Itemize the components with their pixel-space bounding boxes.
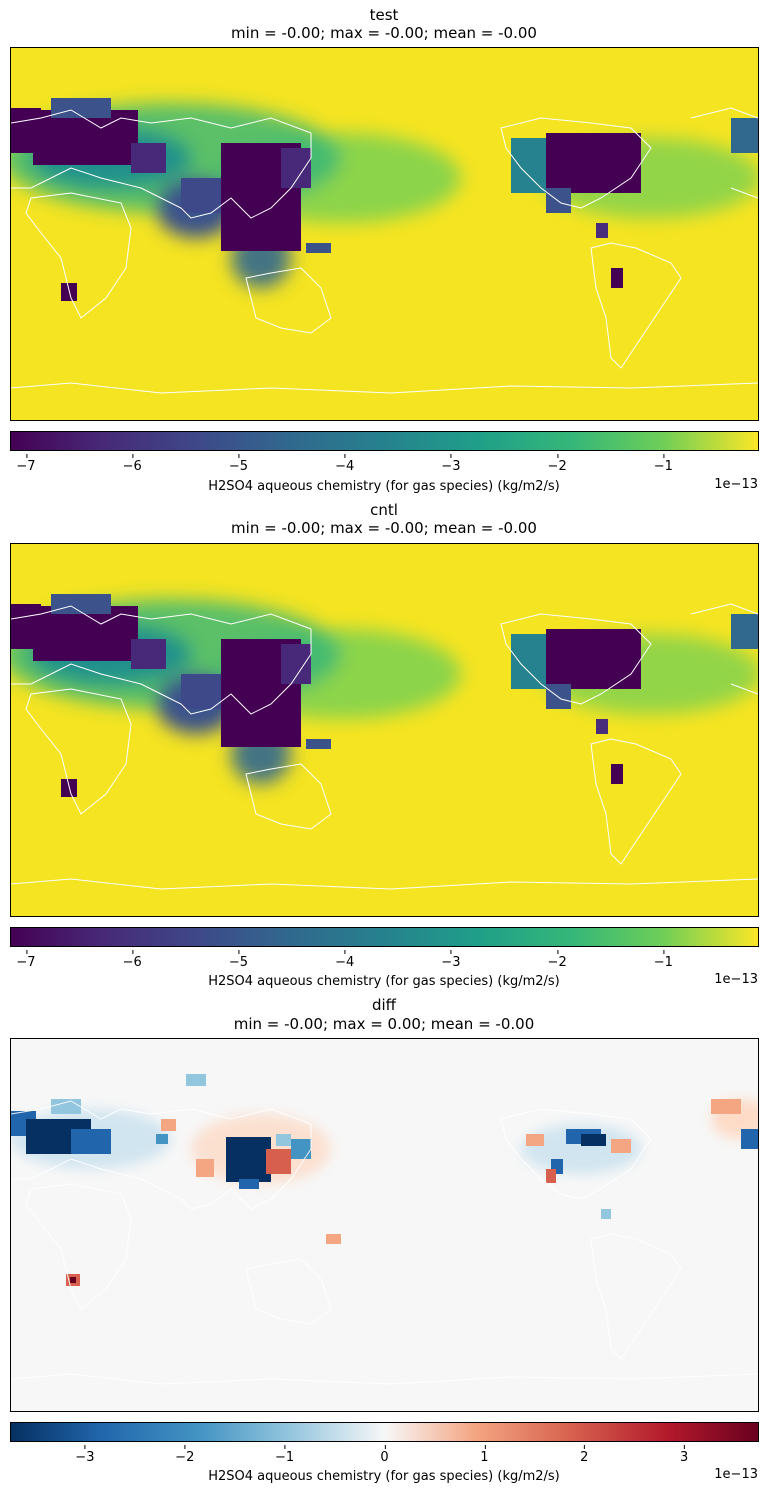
panel-1-colorbar-tick: −7 <box>16 454 36 474</box>
panel-1-colorbar-tick: −3 <box>441 454 461 474</box>
panel-3-map <box>10 1038 759 1412</box>
panel-1-colorbar <box>10 431 759 451</box>
panel-3-title: diff <box>371 996 397 1014</box>
panel-1-colorbar-tick: −5 <box>228 454 248 474</box>
panel-2-scale-label: 1e−13 <box>714 972 758 987</box>
panel-3-colorbar-tick: 3 <box>679 1445 689 1465</box>
panel-2-heatmap-svg <box>11 544 758 916</box>
panel-3-colorbar-tick: −3 <box>75 1445 95 1465</box>
panel-1-colorbar-tick: −1 <box>653 454 673 474</box>
panel-2-colorbar-label: H2SO4 aqueous chemistry (for gas species… <box>208 974 560 989</box>
panel-3-colorbar-tick: 0 <box>380 1445 389 1465</box>
panel-3-scale-label: 1e−13 <box>714 1467 758 1482</box>
panel-2-colorbar-tick: −4 <box>335 950 355 970</box>
panel-1-colorbar-tick: −2 <box>547 454 567 474</box>
panel-2-colorbar-tick: −6 <box>122 950 142 970</box>
panel-2-map <box>10 543 759 917</box>
panel-1-title: test <box>369 6 399 24</box>
panel-2-colorbar-tick: −3 <box>441 950 461 970</box>
panel-1-scale-label: 1e−13 <box>714 477 758 492</box>
panel-2-subtitle: min = -0.00; max = -0.00; mean = -0.00 <box>231 519 537 537</box>
panel-2-colorbar-tick: −7 <box>16 950 36 970</box>
panel-2-colorbar <box>10 927 759 947</box>
panel-3-colorbar-label: H2SO4 aqueous chemistry (for gas species… <box>208 1469 560 1484</box>
panel-3-subtitle: min = -0.00; max = 0.00; mean = -0.00 <box>233 1015 535 1033</box>
panel-1-colorbar-ticks: −7 −6 −5 −4 −3 −2 −1 <box>10 454 759 481</box>
panel-1-map <box>10 47 759 421</box>
panel-2-colorbar-tick: −1 <box>653 950 673 970</box>
panel-1-subtitle: min = -0.00; max = -0.00; mean = -0.00 <box>231 24 537 42</box>
panel-3-heatmap-svg <box>11 1039 758 1411</box>
panel-3-colorbar-tick: −1 <box>275 1445 295 1465</box>
panel-2-title: cntl <box>370 501 398 519</box>
panel-3-colorbar-tick: 2 <box>580 1445 589 1465</box>
panel-3-colorbar-ticks: −3 −2 −1 0 1 2 3 <box>10 1445 759 1472</box>
panel-1-colorbar-tick: −4 <box>335 454 355 474</box>
panel-3-colorbar-tick: 1 <box>480 1445 489 1465</box>
panel-2-colorbar-tick: −5 <box>228 950 248 970</box>
panel-2-colorbar-tick: −2 <box>547 950 567 970</box>
panel-2-colorbar-ticks: −7 −6 −5 −4 −3 −2 −1 <box>10 950 759 977</box>
panel-1-heatmap-svg <box>11 48 758 420</box>
panel-1-colorbar-label: H2SO4 aqueous chemistry (for gas species… <box>208 479 560 494</box>
panel-3-colorbar <box>10 1422 759 1442</box>
panel-1-region-cells <box>11 98 758 301</box>
panel-3-colorbar-tick: −2 <box>175 1445 195 1465</box>
panel-1-colorbar-tick: −6 <box>122 454 142 474</box>
